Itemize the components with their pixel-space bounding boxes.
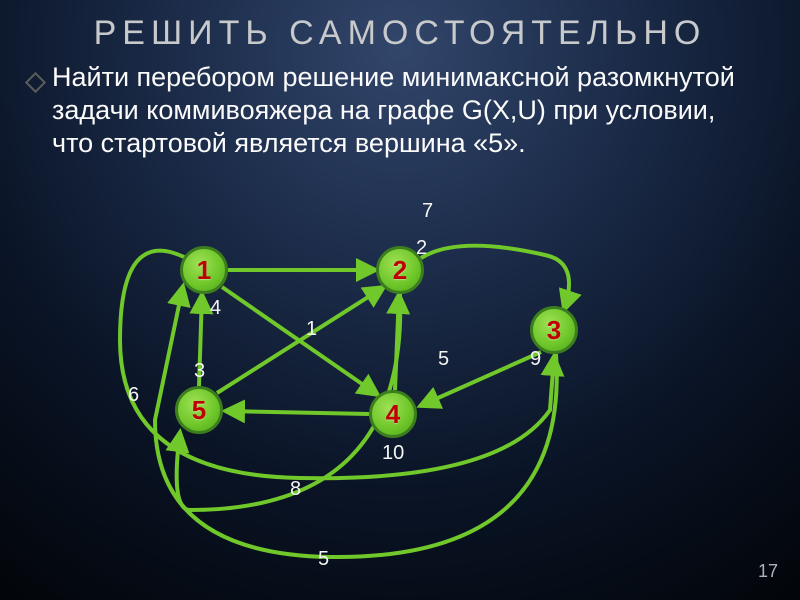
edge-1-4	[222, 287, 378, 395]
slide: РЕШИТЬ САМОСТОЯТЕЛЬНО Найти перебором ре…	[0, 0, 800, 600]
edge-weight-1-4: 1	[306, 318, 317, 341]
edge-3-4	[420, 352, 541, 406]
edge-weight-2-5: 8	[290, 478, 301, 501]
slide-number: 17	[758, 561, 778, 582]
node-4: 4	[369, 390, 417, 438]
node-2: 2	[376, 246, 424, 294]
edge-5-1	[199, 294, 202, 386]
edge-3-1	[155, 286, 557, 557]
edge-4-5	[225, 411, 369, 414]
slide-title: РЕШИТЬ САМОСТОЯТЕЛЬНО	[0, 0, 800, 53]
edge-weight-5-1: 3	[194, 360, 205, 383]
edge-2-3	[421, 246, 569, 310]
node-3: 3	[530, 306, 578, 354]
node-1: 1	[180, 246, 228, 294]
edge-weight-1-3: 6	[128, 384, 139, 407]
edge-4-2	[395, 294, 399, 390]
edge-5-2	[217, 287, 384, 393]
edge-weight-4-5: 10	[382, 442, 404, 465]
edge-1-3	[120, 251, 554, 479]
edge-weight-3-1: 5	[318, 548, 329, 571]
edge-weight-3-4: 9	[530, 348, 541, 371]
node-5: 5	[175, 386, 223, 434]
slide-body-text: Найти перебором решение минимаксной разо…	[0, 53, 800, 160]
edge-weight-4-2: 5	[438, 348, 449, 371]
edge-2-5	[177, 294, 401, 510]
edge-weight-1-2: 7	[422, 200, 433, 223]
edge-weight-5-2: 4	[210, 297, 221, 320]
edge-weight-2-3: 2	[416, 237, 427, 260]
